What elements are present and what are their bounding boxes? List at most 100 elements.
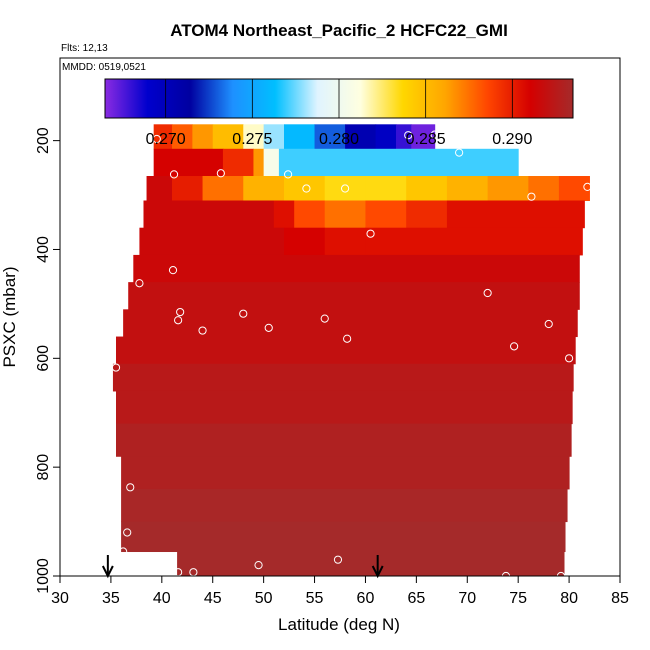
sample-point [119,547,128,556]
heatmap-cell [273,200,295,229]
sample-point [152,134,161,144]
heatmap-cell [243,124,265,150]
heatmap-cell [121,456,570,490]
heatmap-cell [365,200,407,229]
arrow-head [101,565,114,579]
heatmap-cell [121,521,566,553]
heatmap-cell [123,309,578,338]
heatmap-cell [345,124,377,150]
sample-point [333,555,343,564]
heatmap-cell [324,200,366,229]
x-axis: 30 35 40 45 50 55 60 65 70 75 80 85 [51,576,629,607]
heatmap-cell [284,227,326,256]
x-tick-label: 45 [204,590,222,607]
sample-point [527,192,536,201]
heatmap-cell [172,176,204,201]
y-tick-label: 400 [35,236,52,263]
sample-point [168,266,178,275]
sample-point [135,279,144,288]
sample-point [123,528,132,537]
heatmap-cell [212,124,244,150]
arrows [101,555,384,579]
sample-point [126,483,135,492]
sample-point [302,184,311,193]
heatmap-cell [365,227,583,256]
arrow-head [371,565,384,579]
heatmap-cell [202,176,244,201]
heatmap-cell [294,200,326,229]
heatmap-cell [116,336,576,365]
sample-point [283,170,293,179]
heatmap-cell [324,227,366,256]
heatmap-cell [133,254,580,283]
heatmap-cell [406,176,448,201]
heatmap-cell [284,124,316,150]
heatmap-cell [153,124,173,150]
heatmap-cell [143,200,275,229]
x-tick-label: 40 [153,590,171,607]
x-tick-label: 60 [357,590,375,607]
x-tick-label: 85 [611,590,629,607]
heatmap-cell [411,124,436,150]
heatmap-cell [375,124,397,150]
sample-point [216,169,225,178]
heatmap-cell [487,176,529,201]
sample-point [239,309,248,318]
x-tick-label: 30 [51,590,69,607]
heatmap-cell [116,390,573,425]
sample-point [366,229,375,238]
sample-point [483,288,492,298]
x-tick-label: 70 [458,590,476,607]
sample-point [404,131,413,140]
x-tick-label: 75 [509,590,527,607]
plot-frame [59,57,621,577]
dates-label: MMDD: 0519,0521 [62,62,146,73]
chart-title: ATOM4 Northeast_Pacific_2 HCFC22_GMI [170,21,508,40]
flights-label: Flts: 12,13 [61,43,108,54]
x-tick-label: 65 [407,590,425,607]
y-axis-title: PSXC (mbar) [0,266,19,367]
heatmap-cell [121,488,568,523]
colorbar-tick-label: 0.290 [492,131,532,148]
colorbar-tick-label: 0.280 [319,131,359,148]
sample-point [264,323,273,332]
heatmap-cell [172,124,193,150]
heatmap-cell [177,551,565,577]
x-tick-label: 80 [560,590,578,607]
heatmap-cell [406,200,448,229]
sample-point [111,363,121,372]
heatmap-cell [243,176,285,201]
sample-point [583,182,592,191]
sample-point [564,354,574,363]
x-tick-label: 50 [255,590,273,607]
y-axis: 200 400 600 800 1000 [35,127,60,594]
heatmap-cell [446,200,585,229]
colorbar-ticks: 0.270 0.275 0.280 0.285 0.290 [146,79,532,148]
heatmap-cell [192,124,214,150]
colorbar-tick-label: 0.275 [232,131,272,148]
y-tick-label: 600 [35,345,52,372]
heatmap-cell [253,148,265,177]
y-tick-label: 800 [35,454,52,481]
y-tick-label: 200 [35,127,52,154]
sample-points [111,130,592,581]
sample-point [169,170,179,179]
heatmap-cell [324,176,366,201]
heatmap-cell [446,176,489,201]
sample-point [430,130,439,139]
sample-point [198,326,207,335]
heatmap-cell [222,148,254,177]
sample-point [455,148,464,157]
heatmap-cell [153,148,224,177]
colorbar-tick-label: 0.270 [146,131,186,148]
heatmap-cell [263,124,285,150]
heatmap-cell [558,176,590,201]
heatmap-cell [263,148,280,177]
heatmap [112,124,590,577]
sample-point [510,342,519,351]
sample-point [340,184,350,193]
heatmap-cell [396,124,412,150]
heatmap-cell [139,227,285,256]
heatmap-cell [365,176,407,201]
heatmap-cell [284,176,326,201]
